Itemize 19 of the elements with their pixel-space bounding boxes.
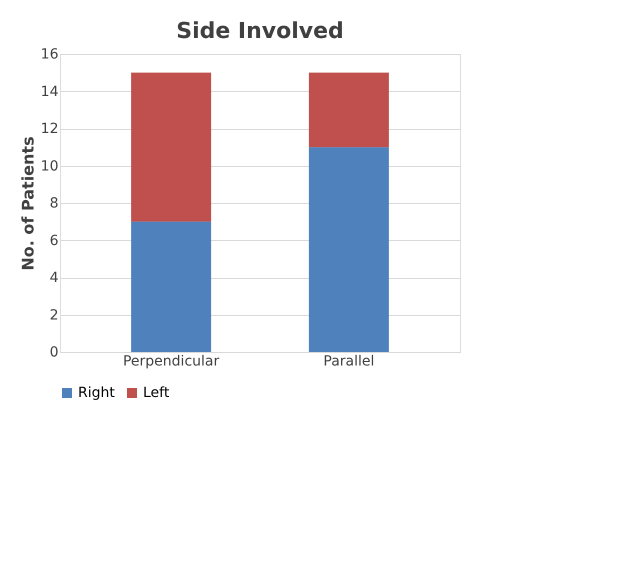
bar (131, 72, 212, 222)
legend-label: Right (78, 385, 116, 401)
y-tick-label: 12 (40, 121, 58, 137)
y-tick-label: 6 (50, 232, 59, 249)
y-tick-label: 10 (40, 158, 58, 174)
y-tick-label: 2 (50, 307, 58, 324)
x-tick-label: Perpendicular (122, 354, 220, 370)
bar (308, 147, 389, 352)
y-tick-label: 0 (50, 344, 58, 360)
y-axis-title: No. of Patients (18, 136, 38, 271)
y-tick-label: 14 (40, 84, 59, 100)
legend-label: Left (143, 385, 170, 401)
x-tick-label: Parallel (323, 354, 374, 370)
bar (131, 222, 212, 352)
bar (308, 72, 389, 148)
y-tick-label: 8 (50, 196, 58, 212)
y-tick-label: 4 (50, 270, 59, 286)
chart-title: Side Involved (176, 19, 344, 44)
y-tick-label: 16 (40, 46, 59, 62)
